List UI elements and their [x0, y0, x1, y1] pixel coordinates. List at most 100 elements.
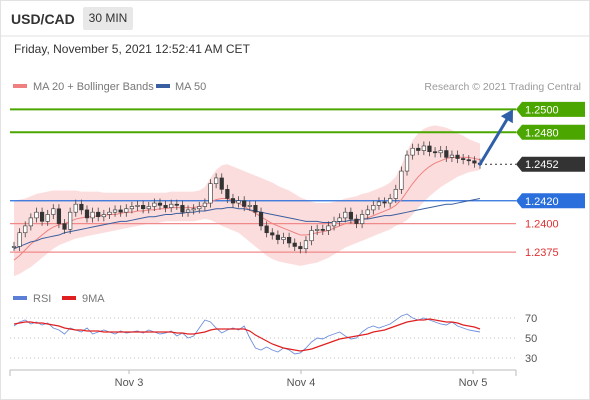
candle-body-44	[258, 211, 264, 227]
candle-body-33	[197, 206, 202, 210]
price-candle-54	[315, 224, 320, 236]
price-candle-11	[73, 199, 78, 217]
ma50-legend-swatch	[156, 84, 170, 88]
price-candle-72	[416, 143, 421, 156]
price-candle-9	[62, 219, 67, 234]
timeframe-badge[interactable]: 30 MIN	[83, 7, 133, 30]
price-candle-18	[112, 205, 118, 217]
price-candle-10	[68, 207, 73, 234]
candle-body-71	[410, 147, 415, 156]
candle-body-74	[427, 145, 432, 152]
level-tag-1.2500: 1.2500	[516, 101, 585, 117]
candle-body-14	[90, 211, 95, 219]
candle-body-5	[39, 211, 45, 222]
candle-body-49	[287, 237, 292, 244]
price-candle-34	[202, 198, 207, 212]
price-candle-66	[382, 197, 387, 208]
candle-body-27	[163, 205, 168, 208]
candle-body-13	[84, 209, 90, 219]
price-candle-22	[135, 200, 140, 212]
price-candle-30	[180, 200, 185, 217]
ma-legend-label: MA 20 + Bollinger Bands	[33, 81, 154, 93]
price-candle-59	[343, 207, 348, 223]
price-candle-12	[79, 199, 84, 215]
candle-body-2	[23, 225, 28, 234]
x-tick-label-0: Nov 3	[115, 377, 144, 389]
rsi-tick-label-70: 70	[525, 313, 537, 325]
price-candle-17	[107, 207, 112, 220]
price-candle-36	[214, 173, 219, 189]
price-candle-64	[371, 200, 376, 215]
candle-body-30	[180, 205, 185, 213]
candle-body-17	[107, 211, 112, 215]
candle-body-12	[79, 203, 84, 211]
candle-body-45	[264, 225, 269, 234]
price-candle-78	[449, 150, 455, 162]
level-tag-text: 1.2452	[525, 159, 559, 171]
price-candle-61	[354, 214, 359, 229]
price-candle-45	[264, 221, 269, 238]
price-candle-29	[174, 199, 179, 210]
price-candle-2	[23, 221, 28, 238]
price-candle-46	[270, 228, 275, 240]
price-candle-52	[303, 236, 309, 254]
candle-body-7	[51, 208, 56, 215]
level-tags: 1.2500 1.2480 1.2452 1.2420 1.2400 1.2375	[516, 101, 585, 259]
candle-body-54	[315, 229, 320, 231]
candle-body-50	[292, 242, 297, 247]
rsi-legend-label: RSI	[33, 293, 51, 305]
price-candle-37	[219, 173, 224, 194]
level-tag-box	[516, 124, 585, 140]
candle-body-31	[185, 209, 191, 213]
price-candle-49	[287, 232, 292, 248]
forecast-arrow	[478, 109, 513, 166]
candle-body-59	[343, 211, 348, 219]
candle-body-1	[17, 232, 22, 247]
candle-body-55	[320, 229, 325, 231]
candle-body-37	[219, 177, 224, 190]
price-candle-71	[410, 143, 415, 160]
candle-body-20	[124, 208, 129, 213]
price-candle-20	[124, 204, 129, 217]
candle-body-80	[461, 158, 466, 160]
candle-body-15	[96, 211, 101, 218]
candle-body-26	[157, 202, 163, 206]
candle-body-3	[28, 217, 33, 227]
price-candle-68	[393, 184, 398, 204]
level-tag-1.2375: 1.2375	[525, 247, 559, 259]
price-candle-6	[45, 209, 50, 226]
candle-body-65	[376, 201, 382, 206]
rsi-legend-swatch	[13, 296, 27, 300]
price-candle-25	[152, 198, 157, 212]
candle-body-41	[242, 200, 247, 207]
rsi-line	[13, 313, 481, 355]
candle-body-19	[118, 209, 123, 213]
candle-body-39	[230, 198, 236, 204]
price-candle-35	[208, 179, 213, 208]
research-credit: Research © 2021 Trading Central	[424, 81, 581, 93]
price-candle-80	[461, 153, 466, 165]
price-candle-21	[129, 201, 135, 214]
candle-body-46	[270, 232, 275, 236]
candle-body-10	[68, 211, 73, 230]
candle-body-28	[169, 203, 174, 208]
price-candle-75	[432, 147, 438, 158]
candle-body-67	[388, 198, 393, 204]
candle-body-66	[382, 201, 387, 204]
candle-body-81	[466, 159, 471, 162]
price-candle-47	[275, 230, 280, 245]
candle-body-51	[298, 246, 303, 250]
price-candle-13	[84, 205, 90, 223]
ma50-line	[13, 198, 481, 250]
price-candle-77	[444, 145, 449, 162]
price-candle-0	[11, 241, 17, 252]
price-candle-40	[236, 196, 241, 208]
price-candle-58	[337, 213, 342, 226]
price-candle-56	[326, 221, 331, 236]
candle-body-22	[135, 205, 140, 207]
candle-body-82	[472, 160, 477, 164]
price-candle-67	[388, 193, 393, 208]
candle-body-64	[371, 205, 376, 211]
symbol-title: USD/CAD	[11, 11, 75, 27]
candle-body-57	[331, 221, 337, 227]
